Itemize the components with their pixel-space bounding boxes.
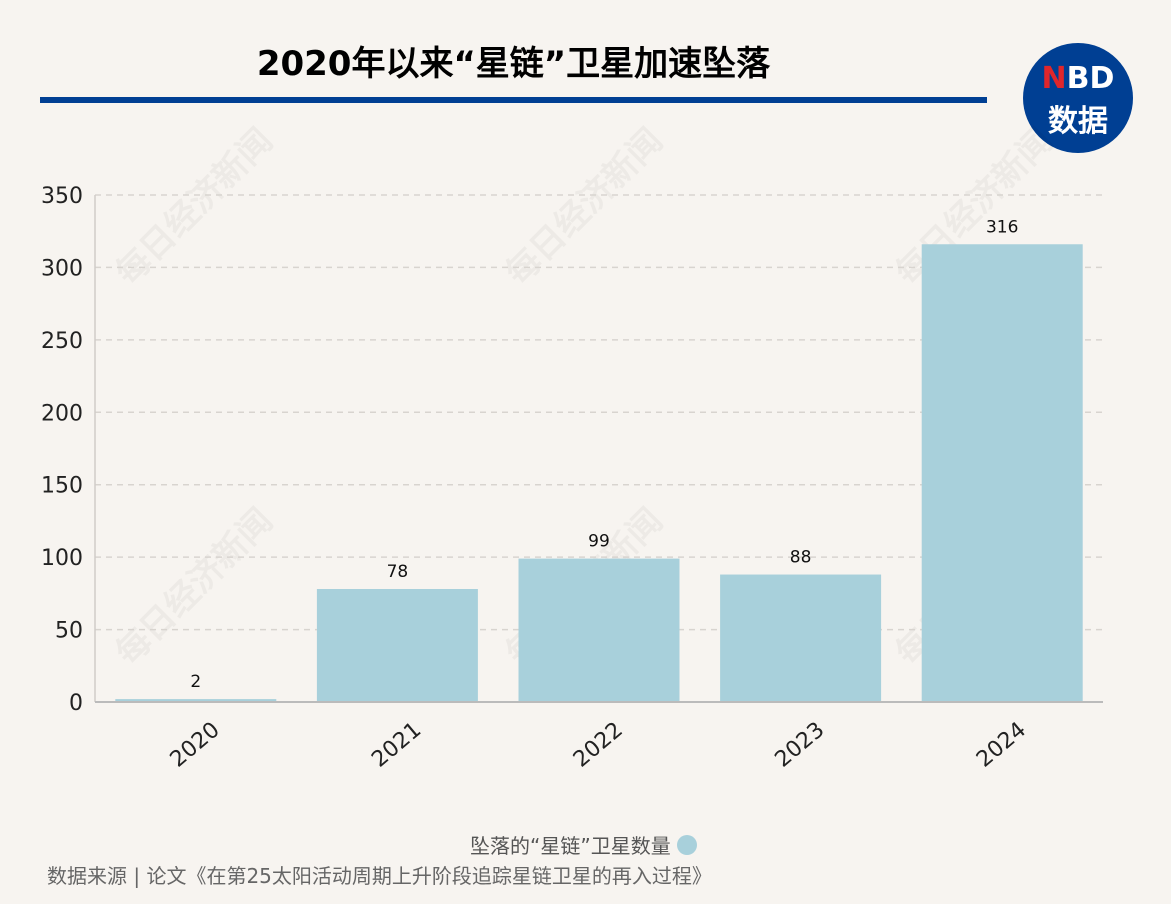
x-tick-label: 2023 [770,717,829,772]
bar [720,574,882,702]
y-tick-label: 300 [41,256,83,281]
bar [518,558,680,702]
y-tick-label: 200 [41,401,83,426]
legend-swatch [676,834,697,855]
data-source: 数据来源 | 论文《在第25太阳活动周期上升阶段追踪星链卫星的再入过程》 [47,864,712,888]
y-tick-label: 250 [41,329,83,354]
bar [316,589,478,702]
x-tick-label: 2020 [166,717,225,772]
legend-label: 坠落的“星链”卫星数量 [470,834,671,858]
y-tick-label: 50 [55,619,83,644]
y-tick-label: 350 [41,184,83,209]
bar [921,244,1083,702]
x-tick-label: 2022 [569,717,628,772]
data-label: 316 [986,217,1018,237]
bar [115,699,277,702]
y-tick-label: 100 [41,546,83,571]
y-tick-label: 150 [41,474,83,499]
x-tick-label: 2024 [972,717,1031,772]
title-underline [40,97,987,103]
chart-title: 2020年以来“星链”卫星加速坠落 [256,44,771,84]
x-tick-label: 2021 [367,717,426,772]
data-label: 78 [387,562,409,582]
data-label: 2 [190,672,201,692]
data-label: 99 [588,532,610,552]
y-tick-label: 0 [69,691,83,716]
nbd-logo: NBD 数据 [1023,43,1133,153]
data-label: 88 [790,548,812,568]
legend: 坠落的“星链”卫星数量 [470,830,697,859]
